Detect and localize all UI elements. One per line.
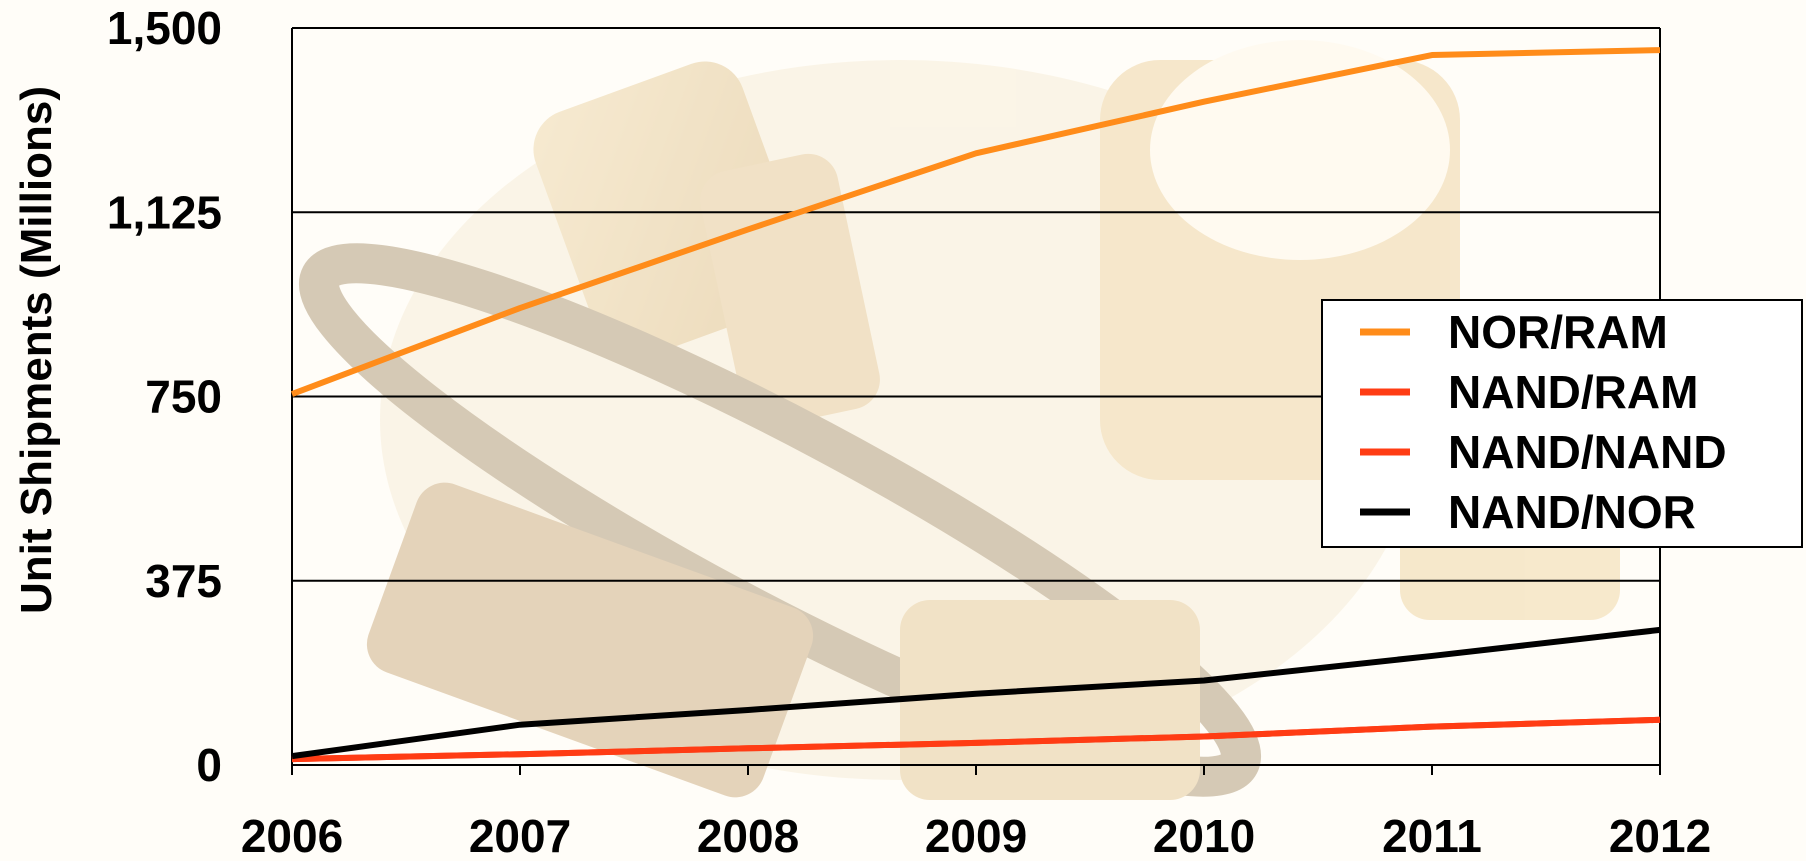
legend-label: NAND/RAM	[1448, 366, 1698, 418]
x-tick-label: 2012	[1609, 810, 1711, 861]
x-tick-label: 2006	[241, 810, 343, 861]
x-axis-ticks: 2006 2007 2008 2009 2010 2011 2012	[241, 810, 1711, 861]
series-line-nor-ram	[290, 47, 1661, 397]
x-tick-label: 2010	[1153, 810, 1255, 861]
series-lines	[290, 47, 1661, 763]
y-tick-label: 0	[196, 739, 222, 791]
series-line-nand-nor	[291, 626, 1661, 760]
x-tick-label: 2007	[469, 810, 571, 861]
legend-label: NAND/NOR	[1448, 486, 1696, 538]
x-tick-label: 2008	[697, 810, 799, 861]
y-tick-label: 750	[145, 371, 222, 423]
y-axis-label: Unit Shipments (Millions)	[12, 86, 61, 614]
legend-box	[1321, 299, 1803, 548]
y-tick-label: 375	[145, 555, 222, 607]
series-line-nand-nand	[291, 716, 1661, 763]
y-tick-label: 1,500	[107, 2, 222, 54]
legend-label: NOR/RAM	[1448, 306, 1668, 358]
x-tick-label: 2011	[1382, 810, 1482, 861]
legend: NOR/RAM NAND/RAM NAND/NAND NAND/NOR	[1321, 299, 1803, 548]
y-tick-label: 1,125	[107, 186, 222, 238]
legend-label: NAND/NAND	[1448, 426, 1727, 478]
y-axis-ticks: 0 375 750 1,125 1,500	[107, 2, 222, 791]
x-tick-label: 2009	[925, 810, 1027, 861]
